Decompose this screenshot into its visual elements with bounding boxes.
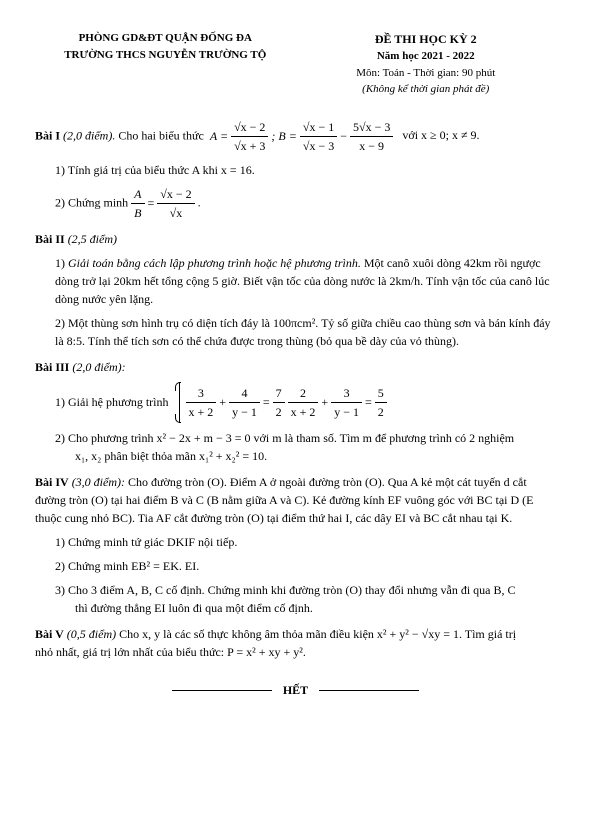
problem-2-points: (2,5 điểm)	[68, 232, 117, 246]
problem-4-title: Bài IV	[35, 475, 69, 489]
org-line1: PHÒNG GD&ĐT QUẬN ĐỐNG ĐA	[35, 30, 296, 47]
problem-4-sub3: 3) Cho 3 điểm A, B, C cố định. Chứng min…	[55, 581, 556, 617]
problem-5-points: (0,5 điểm)	[67, 627, 116, 641]
problem-4: Bài IV (3,0 điểm): Cho đường tròn (O). Đ…	[35, 473, 556, 617]
problem-3-points: (2,0 điểm):	[72, 360, 125, 374]
problem-1-sub1: 1) Tính giá trị của biểu thức A khi x = …	[55, 161, 556, 179]
footer: HẾT	[35, 681, 556, 699]
org-line2: TRƯỜNG THCS NGUYỄN TRƯỜNG TỘ	[35, 47, 296, 64]
problem-1-points: (2,0 điểm).	[63, 128, 115, 142]
problem-1-title: Bài I	[35, 128, 60, 142]
expr-A: A = √x − 2√x + 3 ; B = √x − 1√x − 3 − 5√…	[207, 118, 394, 155]
equation-system: 3x + 2 + 4y − 1 = 72 2x + 2 + 3y − 1 = 5…	[179, 382, 387, 423]
problem-5-text2: nhỏ nhất, giá trị lớn nhất của biểu thức…	[35, 643, 556, 661]
problem-3-title: Bài III	[35, 360, 69, 374]
problem-3: Bài III (2,0 điểm): 1) Giải hệ phương tr…	[35, 358, 556, 465]
header-right: ĐỀ THI HỌC KỲ 2 Năm học 2021 - 2022 Môn:…	[296, 30, 557, 98]
problem-4-sub1: 1) Chứng minh tứ giác DKIF nội tiếp.	[55, 533, 556, 551]
problem-3-sub2: 2) Cho phương trình x² − 2x + m − 3 = 0 …	[55, 429, 556, 465]
exam-title: ĐỀ THI HỌC KỲ 2	[296, 30, 557, 48]
problem-4-sub2: 2) Chứng minh EB² = EK. EI.	[55, 557, 556, 575]
problem-2-sub1: 1) Giải toán bằng cách lập phương trình …	[55, 254, 556, 308]
subject-time: Môn: Toán - Thời gian: 90 phút	[296, 65, 557, 82]
document-header: PHÒNG GD&ĐT QUẬN ĐỐNG ĐA TRƯỜNG THCS NGU…	[35, 30, 556, 98]
problem-3-sub1: 1) Giải hệ phương trình 3x + 2 + 4y − 1 …	[55, 382, 556, 423]
footer-end: HẾT	[275, 683, 316, 697]
problem-2-title: Bài II	[35, 232, 65, 246]
problem-5-text1: Cho x, y là các số thực không âm thỏa mã…	[119, 627, 516, 641]
school-year: Năm học 2021 - 2022	[296, 48, 557, 65]
header-left: PHÒNG GD&ĐT QUẬN ĐỐNG ĐA TRƯỜNG THCS NGU…	[35, 30, 296, 98]
problem-4-points: (3,0 điểm):	[72, 475, 125, 489]
problem-2: Bài II (2,5 điểm) 1) Giải toán bằng cách…	[35, 230, 556, 350]
footer-line-left	[172, 690, 272, 691]
problem-1: Bài I (2,0 điểm). Cho hai biểu thức A = …	[35, 118, 556, 222]
footer-line-right	[319, 690, 419, 691]
problem-1-intro: Cho hai biểu thức	[118, 128, 204, 142]
problem-1-cond: với x ≥ 0; x ≠ 9.	[402, 128, 479, 142]
problem-5: Bài V (0,5 điểm) Cho x, y là các số thực…	[35, 625, 556, 661]
problem-1-sub2: 2) Chứng minh AB = √x − 2√x .	[55, 185, 556, 222]
time-note: (Không kể thời gian phát đề)	[296, 81, 557, 98]
problem-2-sub2: 2) Một thùng sơn hình trụ có diện tích đ…	[55, 314, 556, 350]
problem-5-title: Bài V	[35, 627, 64, 641]
